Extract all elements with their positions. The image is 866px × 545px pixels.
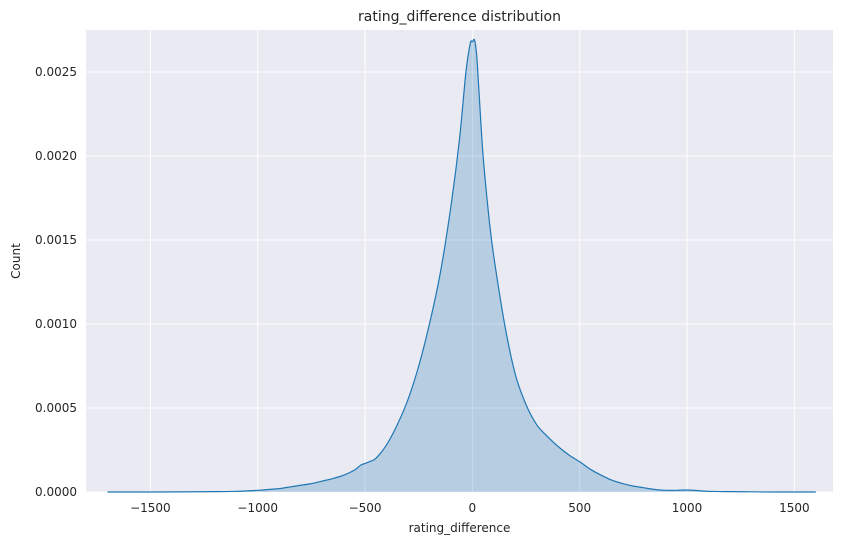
y-axis-label: Count [9, 243, 23, 279]
x-axis-label: rating_difference [409, 521, 511, 535]
plot-area [86, 30, 833, 492]
x-tick-label: 1000 [672, 501, 703, 515]
x-tick-label: 1500 [779, 501, 810, 515]
y-tick-label: 0.0020 [35, 149, 77, 163]
chart-title: rating_difference distribution [358, 9, 561, 25]
x-tick-label: 500 [568, 501, 591, 515]
y-tick-label: 0.0005 [35, 401, 77, 415]
y-axis-ticks: 0.0000 0.0005 0.0010 0.0015 0.0020 0.0025 [35, 65, 77, 499]
x-axis-ticks: −1500 −1000 −500 0 500 1000 1500 [130, 501, 810, 515]
density-area [107, 39, 816, 492]
y-tick-label: 0.0010 [35, 317, 77, 331]
x-tick-label: −500 [349, 501, 382, 515]
x-tick-label: −1500 [130, 501, 171, 515]
y-tick-label: 0.0015 [35, 233, 77, 247]
x-tick-label: 0 [469, 501, 477, 515]
density-line [107, 38, 816, 493]
y-tick-label: 0.0000 [35, 485, 77, 499]
y-tick-label: 0.0025 [35, 65, 77, 79]
x-tick-label: −1000 [237, 501, 278, 515]
